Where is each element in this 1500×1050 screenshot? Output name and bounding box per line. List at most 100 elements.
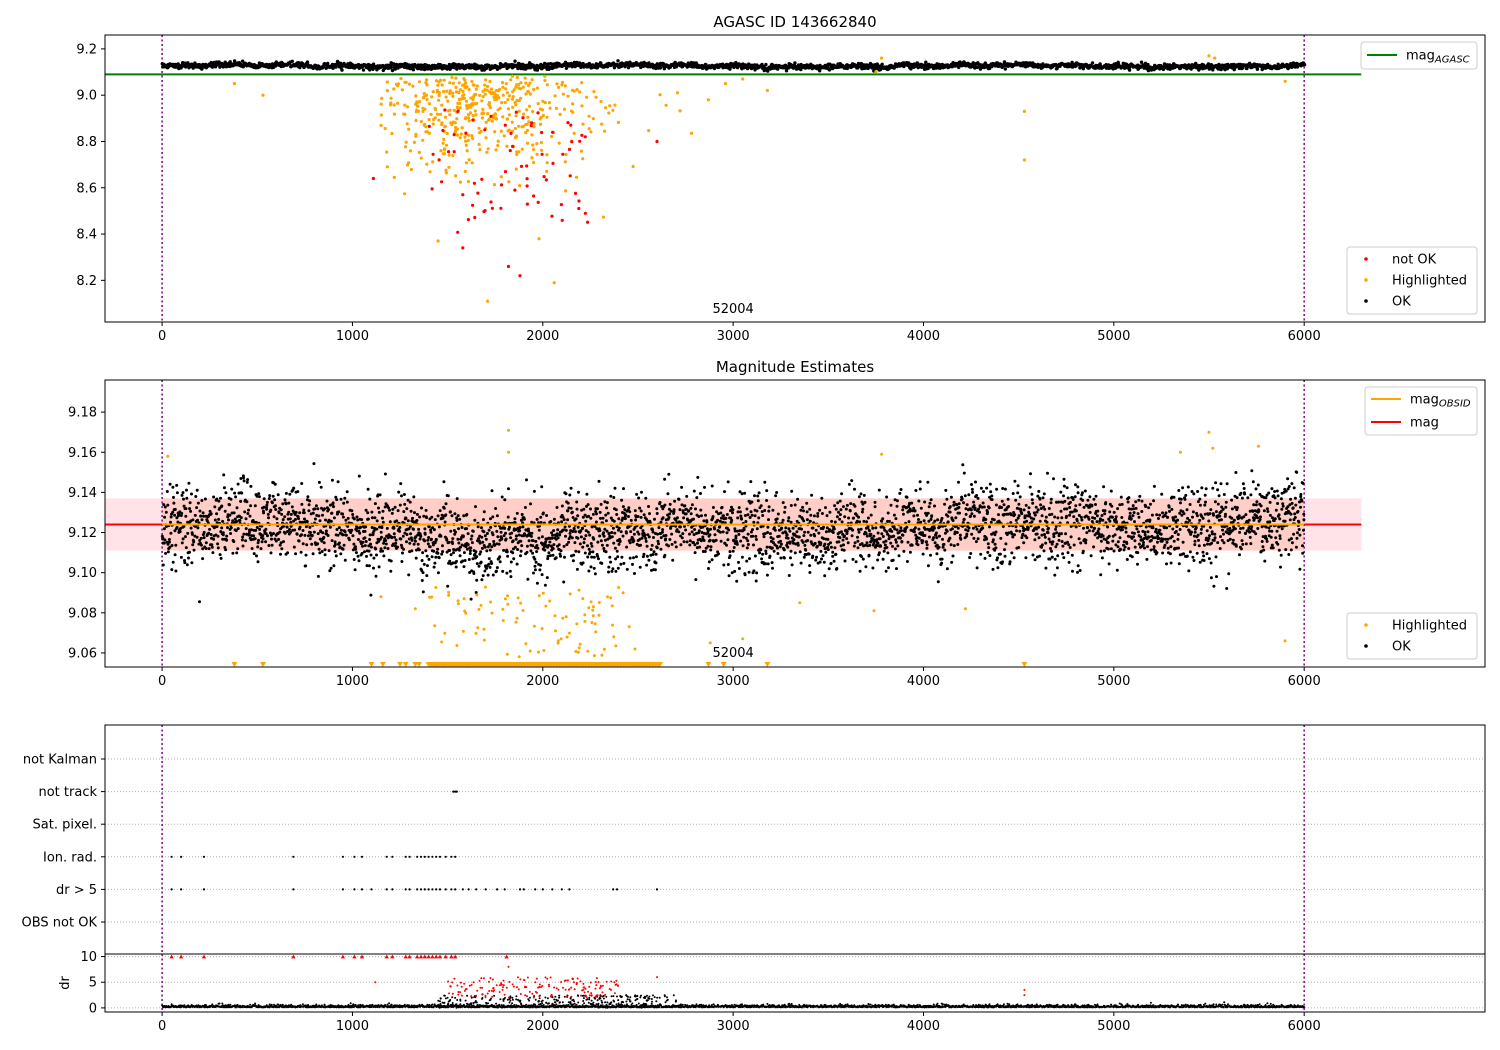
ok-point xyxy=(473,552,477,556)
highlighted-point xyxy=(723,82,728,86)
highlighted-point xyxy=(473,102,477,106)
chart-title: AGASC ID 143662840 xyxy=(713,13,876,31)
ok-point xyxy=(787,574,791,577)
ok-point xyxy=(605,501,609,505)
highlighted-point xyxy=(422,92,426,96)
highlighted-point xyxy=(631,164,635,169)
ok-point xyxy=(346,516,350,520)
ok-point xyxy=(533,557,537,561)
highlighted-point xyxy=(435,88,439,92)
ok-point xyxy=(595,66,600,70)
ok-point xyxy=(843,559,847,563)
ok-point xyxy=(280,547,284,551)
ok-point xyxy=(219,496,222,500)
ok-point xyxy=(668,512,672,516)
ok-point xyxy=(269,551,273,555)
ok-point xyxy=(749,510,753,514)
highlighted-point xyxy=(488,79,492,84)
ok-point xyxy=(625,567,629,571)
ok-point xyxy=(233,491,237,495)
highlighted-point xyxy=(403,80,407,84)
ok-point xyxy=(494,507,498,510)
ok-point xyxy=(169,531,173,535)
highlighted-point xyxy=(536,102,540,106)
ok-point xyxy=(321,513,324,517)
ok-point xyxy=(268,531,272,535)
highlighted-point xyxy=(485,150,489,154)
ok-point xyxy=(228,513,232,517)
ok-point xyxy=(878,67,883,72)
ok-point xyxy=(396,545,399,549)
ok-point xyxy=(352,517,356,521)
ok-point xyxy=(372,566,375,570)
ok-point xyxy=(432,528,436,532)
ok-point xyxy=(262,497,266,501)
ok-point xyxy=(719,539,723,543)
highlighted-point xyxy=(474,87,478,91)
not-ok-point xyxy=(482,210,486,214)
ok-point xyxy=(576,536,580,540)
ok-point xyxy=(535,68,540,72)
ok-point xyxy=(432,565,436,569)
ok-point xyxy=(865,534,869,538)
highlighted-point xyxy=(493,130,497,134)
highlighted-point xyxy=(564,189,568,193)
ok-point xyxy=(364,508,368,512)
not-ok-point xyxy=(490,206,494,210)
highlighted-point xyxy=(467,116,471,120)
ok-point xyxy=(461,559,465,563)
not-ok-point xyxy=(577,206,581,211)
ok-point xyxy=(217,517,221,521)
ok-point xyxy=(232,511,236,515)
ok-point xyxy=(624,513,628,517)
ok-point xyxy=(850,479,854,483)
ok-point xyxy=(326,534,330,537)
highlighted-point xyxy=(437,93,441,98)
ok-point xyxy=(788,529,792,533)
ok-point xyxy=(833,504,837,508)
highlighted-point xyxy=(503,100,507,105)
ok-point xyxy=(413,511,416,515)
ok-point xyxy=(465,527,469,531)
ok-point xyxy=(612,496,616,499)
ok-point xyxy=(852,516,855,520)
ok-point xyxy=(437,525,441,529)
ok-point xyxy=(364,525,368,529)
highlighted-point xyxy=(452,108,456,112)
ok-point xyxy=(745,66,750,71)
ok-point xyxy=(175,491,179,495)
highlighted-point xyxy=(403,192,407,196)
ok-point xyxy=(312,462,316,466)
ok-point xyxy=(858,520,862,524)
ok-point xyxy=(287,501,291,505)
ok-point xyxy=(763,509,767,512)
ok-point xyxy=(780,526,784,530)
ok-point xyxy=(550,536,554,540)
ok-point xyxy=(368,533,372,537)
ok-point xyxy=(246,478,250,482)
ok-point xyxy=(232,59,237,63)
ok-point xyxy=(182,504,186,508)
highlighted-point xyxy=(436,83,440,87)
ok-point xyxy=(751,528,754,532)
ok-point xyxy=(818,508,822,512)
highlighted-point xyxy=(526,90,530,94)
highlighted-point xyxy=(511,95,515,99)
ok-point xyxy=(279,552,282,556)
highlighted-point xyxy=(444,171,448,175)
ok-point xyxy=(663,477,667,481)
ok-point xyxy=(200,518,204,522)
ok-point xyxy=(497,542,501,546)
ok-point xyxy=(684,528,688,532)
ok-point xyxy=(564,528,568,532)
ok-point xyxy=(787,516,791,520)
ok-point xyxy=(793,503,797,507)
ok-point xyxy=(574,530,577,534)
ok-point xyxy=(356,518,360,522)
not-ok-point xyxy=(489,200,493,204)
highlighted-point xyxy=(484,120,488,124)
ok-point xyxy=(613,486,617,490)
highlighted-point xyxy=(522,112,526,116)
ok-point xyxy=(224,548,228,552)
ok-point xyxy=(163,538,167,542)
